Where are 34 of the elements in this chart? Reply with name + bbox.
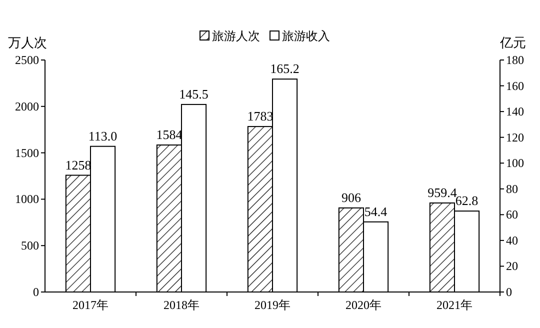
y2-tick-label: 120 (506, 130, 524, 144)
y2-tick-label: 80 (506, 182, 518, 196)
y-tick-label: 2500 (15, 53, 39, 67)
x-tick-label: 2021年 (436, 298, 472, 312)
data-label: 145.5 (179, 86, 208, 102)
y2-tick-label: 40 (506, 233, 518, 248)
data-label: 165.2 (270, 61, 300, 76)
y2-tick-label: 160 (506, 78, 524, 93)
data-label: 1584 (156, 127, 183, 142)
data-label: 113.0 (88, 128, 118, 144)
data-label: 959.4 (428, 184, 458, 200)
data-label: 1258 (65, 157, 92, 172)
y-tick-label: 500 (21, 238, 39, 253)
y2-tick-label: 60 (506, 208, 518, 222)
y-tick-label: 1000 (15, 192, 39, 206)
y2-tick-label: 100 (506, 156, 524, 170)
y2-tick-label: 180 (506, 53, 524, 67)
y-tick-label: 2000 (15, 99, 39, 114)
data-label: 1783 (247, 108, 274, 124)
legend-label: 旅游收入 (282, 29, 330, 43)
x-tick-label: 2020年 (346, 298, 382, 312)
y-axis-title: 万人次 (8, 35, 47, 50)
legend-label: 旅游人次 (212, 29, 260, 43)
y2-tick-label: 20 (506, 259, 518, 274)
x-tick-label: 2019年 (254, 298, 290, 312)
data-label: 906 (341, 190, 362, 205)
y-tick-label: 0 (33, 285, 39, 299)
x-tick-label: 2017年 (72, 298, 108, 312)
y-tick-label: 1500 (15, 146, 39, 160)
x-tick-label: 2018年 (164, 298, 200, 312)
y2-tick-label: 140 (506, 104, 524, 119)
y2-tick-label: 0 (506, 285, 512, 299)
y2-axis-title: 亿元 (499, 35, 526, 50)
data-label: 54.4 (364, 204, 388, 219)
